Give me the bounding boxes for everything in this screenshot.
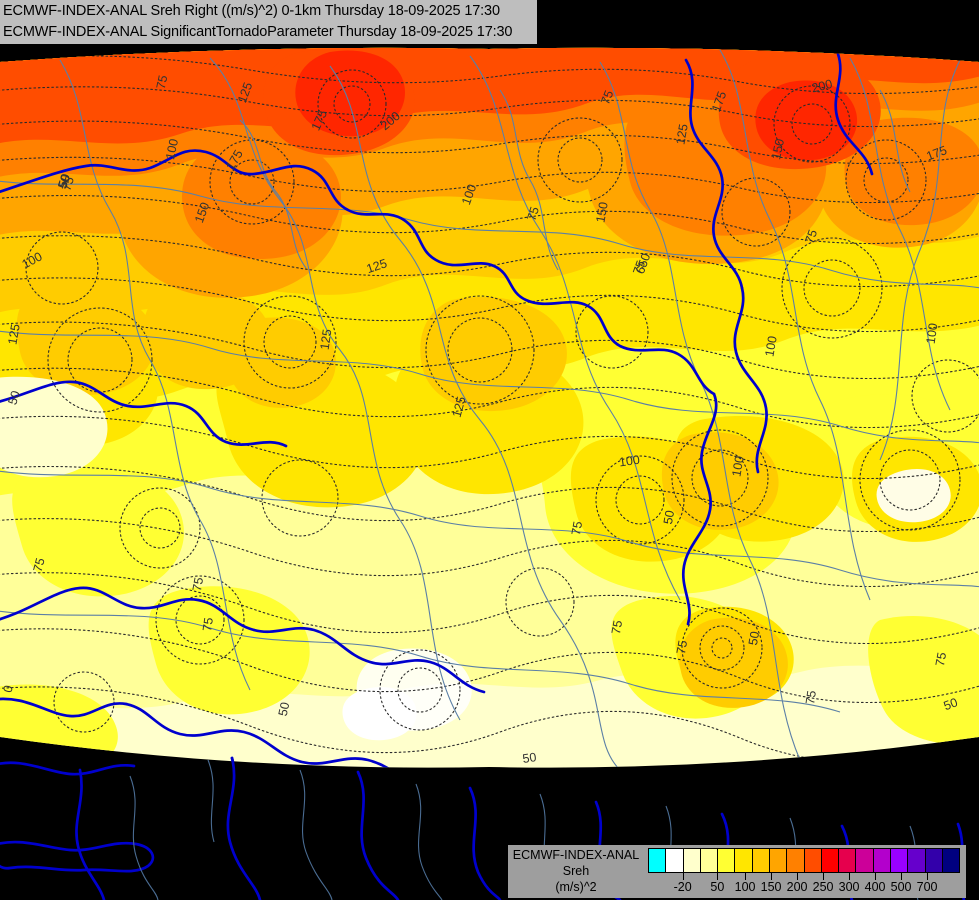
contour-label: 75 [598, 88, 616, 106]
legend-swatch-11[interactable] [839, 849, 857, 872]
contour-label: 0 [0, 684, 15, 694]
contour-label: 50 [55, 173, 73, 191]
legend-tickmark-7 [875, 873, 877, 880]
contour-label: 50 [55, 172, 73, 190]
legend-tick-3: 150 [760, 880, 782, 894]
contour-label: 125 [365, 256, 389, 276]
contour-label: 75 [524, 205, 542, 223]
legend-tickmark-6 [849, 873, 851, 880]
legend-swatch-15[interactable] [908, 849, 926, 872]
contour-label: 100 [729, 455, 746, 478]
legend-tick-9: 700 [916, 880, 938, 894]
legend-swatch-1[interactable] [666, 849, 684, 872]
contour-label: 75 [569, 520, 585, 536]
contour-label: 75 [31, 556, 48, 573]
contour-label: 75 [59, 175, 77, 193]
legend-units: (m/s)^2 [555, 880, 597, 894]
contour-label: 50 [746, 630, 762, 646]
contour-label: 75 [630, 259, 648, 277]
rivers [0, 49, 979, 768]
contour-label: 125 [5, 323, 22, 346]
contour-label: 50 [661, 509, 677, 525]
contour-label: 100 [762, 335, 779, 358]
legend-swatch-17[interactable] [942, 849, 960, 872]
legend-tickmark-4 [797, 873, 799, 880]
legend-swatch-4[interactable] [718, 849, 736, 872]
legend-model: ECMWF-INDEX-ANAL [512, 848, 640, 862]
filled-contours [0, 47, 979, 768]
legend-tick-4: 200 [786, 880, 808, 894]
legend-tick-2: 100 [734, 880, 756, 894]
legend-field: Sreh [562, 864, 590, 878]
contour-label: 75 [609, 619, 625, 635]
contour-label: 100 [924, 322, 941, 345]
legend-swatch-13[interactable] [873, 849, 891, 872]
contour-label: 50 [942, 695, 960, 713]
contour-label: 175 [924, 143, 948, 163]
legend-tickmark-1 [717, 873, 719, 880]
contour-label: 650 [633, 251, 653, 275]
legend-tick-1: 50 [710, 880, 725, 894]
legend-tickmark-3 [771, 873, 773, 880]
contour-label: 75 [200, 617, 216, 633]
legend-swatch-12[interactable] [856, 849, 874, 872]
legend-color-swatches[interactable] [648, 848, 960, 873]
contour-label: 200 [810, 77, 834, 96]
contour-label: 75 [674, 639, 690, 655]
legend-swatch-9[interactable] [804, 849, 822, 872]
contour-label: 75 [933, 651, 949, 667]
legend-swatch-6[interactable] [752, 849, 770, 872]
legend-swatch-3[interactable] [700, 849, 719, 872]
contour-label: 175 [709, 89, 729, 113]
legend-caption: ECMWF-INDEX-ANAL Sreh (m/s)^2 [510, 847, 642, 895]
contour-label: 75 [190, 576, 206, 592]
contour-label: 75 [154, 74, 171, 91]
title-bar: ECMWF-INDEX-ANAL Sreh Right ((m/s)^2) 0-… [0, 0, 537, 44]
contour-label: 150 [593, 201, 610, 224]
color-legend[interactable]: ECMWF-INDEX-ANAL Sreh (m/s)^2 -20 50 100 15… [508, 845, 966, 898]
contour-label: 125 [450, 395, 469, 419]
contour-label: 75 [803, 690, 819, 706]
contour-label: 150 [192, 200, 212, 224]
legend-tickmark-8 [901, 873, 903, 880]
country-borders [0, 52, 874, 768]
contour-label: 150 [769, 137, 787, 160]
legend-swatch-14[interactable] [890, 849, 909, 872]
contour-label: 50 [276, 701, 293, 718]
contour-label: 100 [618, 453, 641, 470]
contour-label: 100 [459, 182, 479, 206]
contour-label: 50 [5, 389, 23, 407]
legend-tick-8: 500 [890, 880, 912, 894]
legend-swatch-2[interactable] [683, 849, 701, 872]
contour-label: 100 [163, 137, 181, 160]
legend-tickmark-5 [823, 873, 825, 880]
title-line-2: ECMWF-INDEX-ANAL SignificantTornadoParam… [3, 24, 513, 40]
legend-swatch-10[interactable] [821, 849, 840, 872]
legend-swatch-8[interactable] [787, 849, 805, 872]
legend-swatch-0[interactable] [649, 849, 667, 872]
legend-tickmark-2 [745, 873, 747, 880]
title-line-1: ECMWF-INDEX-ANAL Sreh Right ((m/s)^2) 0-… [3, 3, 500, 19]
contour-label: 75 [802, 228, 820, 246]
legend-swatch-5[interactable] [735, 849, 753, 872]
legend-tick-5: 250 [812, 880, 834, 894]
legend-swatch-7[interactable] [769, 849, 788, 872]
legend-tickmark-9 [927, 873, 929, 880]
legend-tick-6: 300 [838, 880, 860, 894]
contour-label: 50 [522, 750, 538, 766]
legend-swatch-16[interactable] [925, 849, 943, 872]
contour-label: 125 [235, 80, 255, 104]
legend-tickmark-0 [682, 873, 684, 880]
legend-tick-7: 400 [864, 880, 886, 894]
legend-tick-0: -20 [673, 880, 692, 894]
contour-label: 125 [318, 328, 335, 351]
legend-tick-labels: -20 50 100 150 200 250 300 400 500 700 [648, 873, 960, 897]
contour-label: 125 [673, 123, 690, 146]
